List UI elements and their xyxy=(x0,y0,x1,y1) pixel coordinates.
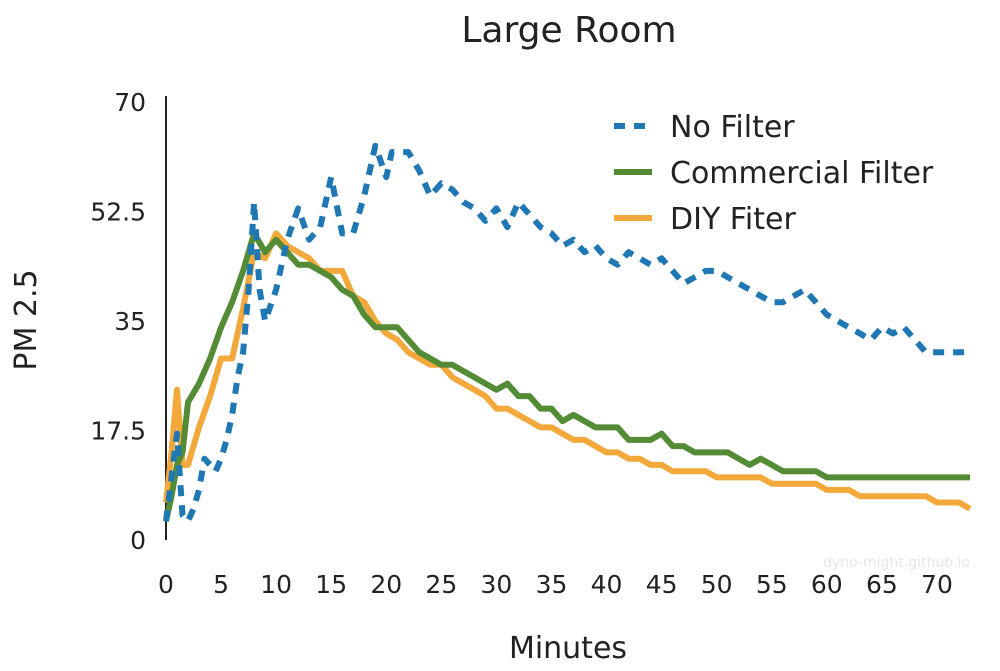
x-tick-label: 15 xyxy=(315,570,347,599)
x-tick-label: 0 xyxy=(158,570,174,599)
x-tick-label: 30 xyxy=(481,570,513,599)
x-tick-label: 20 xyxy=(370,570,402,599)
x-tick-label: 40 xyxy=(591,570,623,599)
legend: No Filter Commercial Filter DIY Fiter xyxy=(614,110,934,237)
series-line-2 xyxy=(163,230,972,512)
y-axis-label: PM 2.5 xyxy=(9,269,44,370)
series-layer xyxy=(163,142,972,525)
chart-title: Large Room xyxy=(461,10,676,51)
x-tick-label: 60 xyxy=(811,570,843,599)
x-tick-label: 45 xyxy=(646,570,678,599)
x-tick-label: 55 xyxy=(756,570,788,599)
series-line-0 xyxy=(163,142,970,525)
x-tick-label: 5 xyxy=(213,570,229,599)
legend-label: No Filter xyxy=(670,110,795,145)
x-axis-label: Minutes xyxy=(509,631,627,666)
x-tick-label: 65 xyxy=(866,570,898,599)
x-tick-label: 25 xyxy=(425,570,457,599)
y-tick-labels: 0 17.5 35 52.5 70 xyxy=(90,88,146,555)
legend-label: DIY Fiter xyxy=(670,202,796,237)
watermark: dyno-might.github.io xyxy=(823,555,970,571)
legend-label: Commercial Filter xyxy=(670,156,934,191)
y-tick-label: 0 xyxy=(130,526,146,555)
y-tick-label: 17.5 xyxy=(90,417,146,446)
y-tick-label: 70 xyxy=(114,88,146,117)
y-tick-label: 35 xyxy=(114,307,146,336)
x-tick-label: 10 xyxy=(260,570,292,599)
x-tick-labels: 0 5 10 15 20 25 30 35 40 45 50 55 60 65 70 xyxy=(158,570,953,599)
y-tick-label: 52.5 xyxy=(90,198,146,227)
x-tick-label: 35 xyxy=(536,570,568,599)
x-tick-label: 70 xyxy=(921,570,953,599)
x-tick-label: 50 xyxy=(701,570,733,599)
series-line-1 xyxy=(163,230,970,522)
